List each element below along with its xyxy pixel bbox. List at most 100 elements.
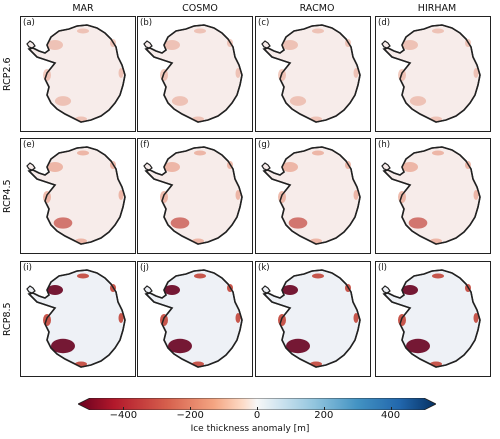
panel-label: (b) xyxy=(140,18,153,28)
map-panel: (b) xyxy=(137,16,253,132)
anomaly-region xyxy=(288,217,308,229)
peninsula-tip xyxy=(381,285,391,294)
anomaly-region xyxy=(164,162,180,172)
row-title-rcp85: RCP8.5 xyxy=(2,302,13,336)
panel-label: (l) xyxy=(378,263,387,273)
antarctica-map xyxy=(261,146,361,245)
anomaly-region xyxy=(432,28,444,34)
antarctica-map xyxy=(26,269,126,368)
row-title-rcp45: RCP4.5 xyxy=(2,179,13,213)
anomaly-region xyxy=(432,150,444,156)
anomaly-region xyxy=(402,162,418,172)
anomaly-region xyxy=(402,40,418,50)
map-panel: (f) xyxy=(137,138,253,254)
map-panel: (c) xyxy=(255,16,371,132)
anomaly-region xyxy=(194,273,206,279)
anomaly-region xyxy=(473,190,479,200)
anomaly-region xyxy=(282,162,298,172)
map-panel: (l) xyxy=(375,261,491,377)
anomaly-region xyxy=(235,313,241,323)
anomaly-region xyxy=(353,68,359,78)
anomaly-region xyxy=(312,150,324,156)
anomaly-region xyxy=(194,150,206,156)
anomaly-region xyxy=(77,150,89,156)
antarctica-map xyxy=(143,24,243,123)
coastline xyxy=(144,24,243,123)
antarctica-map xyxy=(26,24,126,123)
antarctica-map xyxy=(143,146,243,245)
anomaly-region xyxy=(53,217,73,229)
row-title-rcp26: RCP2.6 xyxy=(2,57,13,91)
peninsula-tip xyxy=(143,162,153,171)
anomaly-region xyxy=(51,338,75,354)
column-title-cosmo: COSMO xyxy=(182,3,218,14)
panel-label: (a) xyxy=(23,18,35,28)
antarctica-map xyxy=(381,24,481,123)
coastline xyxy=(144,146,243,245)
panel-label: (g) xyxy=(258,140,271,150)
panel-label: (f) xyxy=(140,140,150,150)
coastline xyxy=(27,146,126,245)
anomaly-region xyxy=(282,40,298,50)
anomaly-region xyxy=(170,217,190,229)
peninsula-tip xyxy=(26,40,36,49)
panel-label: (j) xyxy=(140,263,149,273)
column-title-racmo: RACMO xyxy=(299,3,335,14)
coastline xyxy=(382,146,481,245)
antarctica-map xyxy=(261,269,361,368)
coastline xyxy=(27,24,126,123)
anomaly-region xyxy=(312,28,324,34)
peninsula-tip xyxy=(261,285,271,294)
peninsula-tip xyxy=(381,162,391,171)
anomaly-region xyxy=(77,28,89,34)
antarctica-map xyxy=(381,146,481,245)
colorbar-tick-label: 400 xyxy=(381,410,401,421)
peninsula-tip xyxy=(143,40,153,49)
map-panel: (e) xyxy=(20,138,136,254)
panel-label: (e) xyxy=(23,140,35,150)
coastline xyxy=(262,269,361,368)
map-panel: (a) xyxy=(20,16,136,132)
peninsula-tip xyxy=(26,285,36,294)
coastline xyxy=(262,24,361,123)
peninsula-tip xyxy=(261,40,271,49)
anomaly-region xyxy=(171,96,189,106)
anomaly-region xyxy=(194,28,206,34)
panel-label: (i) xyxy=(23,263,32,273)
anomaly-region xyxy=(286,338,310,354)
anomaly-region xyxy=(353,313,359,323)
anomaly-region xyxy=(54,96,72,106)
coastline xyxy=(382,269,481,368)
colorbar-tick-mark xyxy=(390,407,392,410)
antarctica-map xyxy=(381,269,481,368)
colorbar xyxy=(77,395,437,411)
colorbar-label: Ice thickness anomaly [m] xyxy=(190,424,310,434)
coastline xyxy=(262,146,361,245)
anomaly-region xyxy=(164,40,180,50)
colorbar-tick-mark xyxy=(190,407,192,410)
anomaly-region xyxy=(47,162,63,172)
anomaly-region xyxy=(289,96,307,106)
coastline xyxy=(382,24,481,123)
antarctica-map xyxy=(26,146,126,245)
anomaly-region xyxy=(118,68,124,78)
antarctica-map xyxy=(261,24,361,123)
anomaly-region xyxy=(406,338,430,354)
anomaly-region xyxy=(473,68,479,78)
map-panel: (k) xyxy=(255,261,371,377)
column-title-mar: MAR xyxy=(72,3,94,14)
peninsula-tip xyxy=(26,162,36,171)
anomaly-region xyxy=(432,273,444,279)
anomaly-region xyxy=(353,190,359,200)
anomaly-region xyxy=(473,313,479,323)
map-panel: (h) xyxy=(375,138,491,254)
colorbar-tick-label: −200 xyxy=(176,410,204,421)
panel-label: (k) xyxy=(258,263,270,273)
colorbar-tick-label: 0 xyxy=(253,410,261,421)
anomaly-region xyxy=(282,285,298,295)
anomaly-region xyxy=(118,190,124,200)
coastline xyxy=(144,269,243,368)
anomaly-region xyxy=(77,273,89,279)
panel-label: (h) xyxy=(378,140,391,150)
peninsula-tip xyxy=(143,285,153,294)
